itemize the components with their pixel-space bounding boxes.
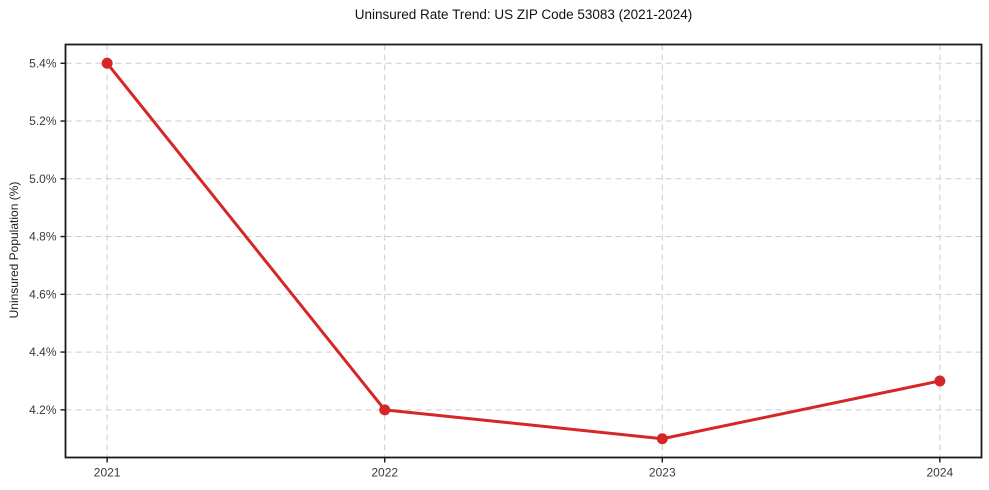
y-tick-label-4.6%: 4.6% [29,287,57,301]
data-point-2023 [656,433,668,445]
y-tick-label-5.4%: 5.4% [29,56,57,70]
y-tick-label-4.2%: 4.2% [29,403,57,417]
y-tick-label-4.4%: 4.4% [29,345,57,359]
x-tick-label-2021: 2021 [94,466,121,480]
x-tick-label-2024: 2024 [927,466,954,480]
data-point-2024 [934,375,946,387]
data-point-2021 [101,57,113,69]
y-tick-label-5.0%: 5.0% [29,172,57,186]
axis-frame [64,43,983,459]
y-tick-label-4.8%: 4.8% [29,230,57,244]
x-tick-label-2022: 2022 [371,466,398,480]
x-tick-label-2023: 2023 [649,466,676,480]
trend-line [105,61,942,441]
data-point-2022 [379,404,391,416]
y-tick-label-5.2%: 5.2% [29,114,57,128]
chart-title: Uninsured Rate Trend: US ZIP Code 53083 … [354,7,693,22]
